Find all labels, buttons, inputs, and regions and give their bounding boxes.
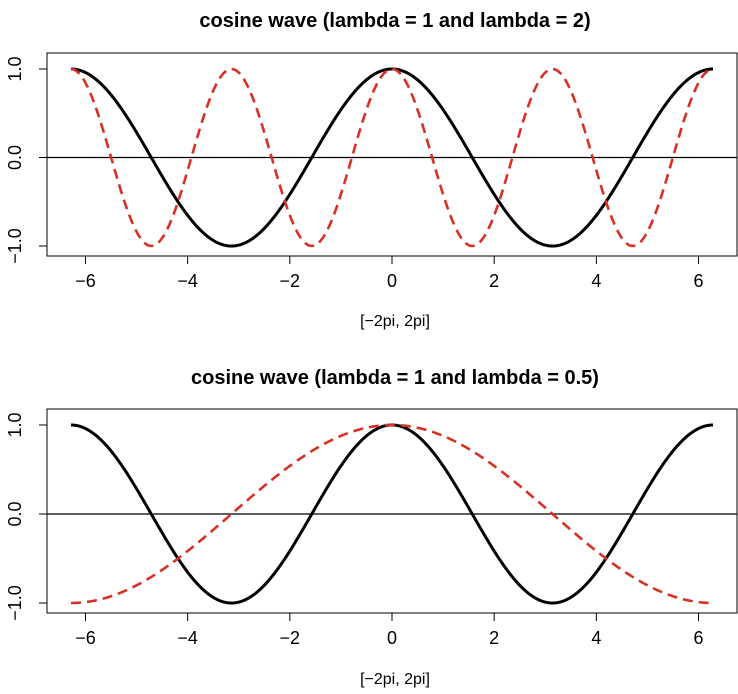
series-line-dashed [70, 423, 714, 605]
x-tick-label: −6 [75, 271, 96, 291]
y-tick-label: 1.0 [5, 412, 25, 437]
y-tick-label: −1.0 [5, 585, 25, 621]
x-tick-label: −2 [280, 271, 301, 291]
y-tick-label: −1.0 [5, 228, 25, 264]
chart-panel-2: cosine wave (lambda = 1 and lambda = 0.5… [5, 367, 738, 688]
x-tick-label: −2 [280, 628, 301, 648]
x-tick-label: 4 [591, 628, 601, 648]
x-tick-label: 4 [591, 271, 601, 291]
x-tick-label: −4 [177, 628, 198, 648]
x-tick-label: 6 [694, 628, 704, 648]
y-tick-label: 1.0 [5, 56, 25, 81]
x-tick-label: −6 [75, 628, 96, 648]
x-axis-label: [−2pi, 2pi] [360, 313, 430, 330]
chart-title: cosine wave (lambda = 1 and lambda = 2) [199, 10, 590, 32]
chart-title: cosine wave (lambda = 1 and lambda = 0.5… [191, 367, 599, 389]
series-line-dashed [70, 67, 714, 248]
x-tick-label: 0 [387, 628, 397, 648]
x-tick-label: 6 [694, 271, 704, 291]
x-tick-label: 0 [387, 271, 397, 291]
y-tick-label: 0.0 [5, 501, 25, 526]
x-tick-label: 2 [489, 628, 499, 648]
x-tick-label: −4 [177, 271, 198, 291]
y-tick-label: 0.0 [5, 145, 25, 170]
chart-panel-1: cosine wave (lambda = 1 and lambda = 2) … [5, 10, 738, 330]
x-axis-label: [−2pi, 2pi] [360, 671, 430, 688]
x-tick-label: 2 [489, 271, 499, 291]
plot-area: −6 −4 −2 0 2 4 6 −1.0 0.0 1.0 [5, 56, 737, 291]
plot-area: −6 −4 −2 0 2 4 6 −1.0 0.0 1.0 [5, 412, 737, 648]
